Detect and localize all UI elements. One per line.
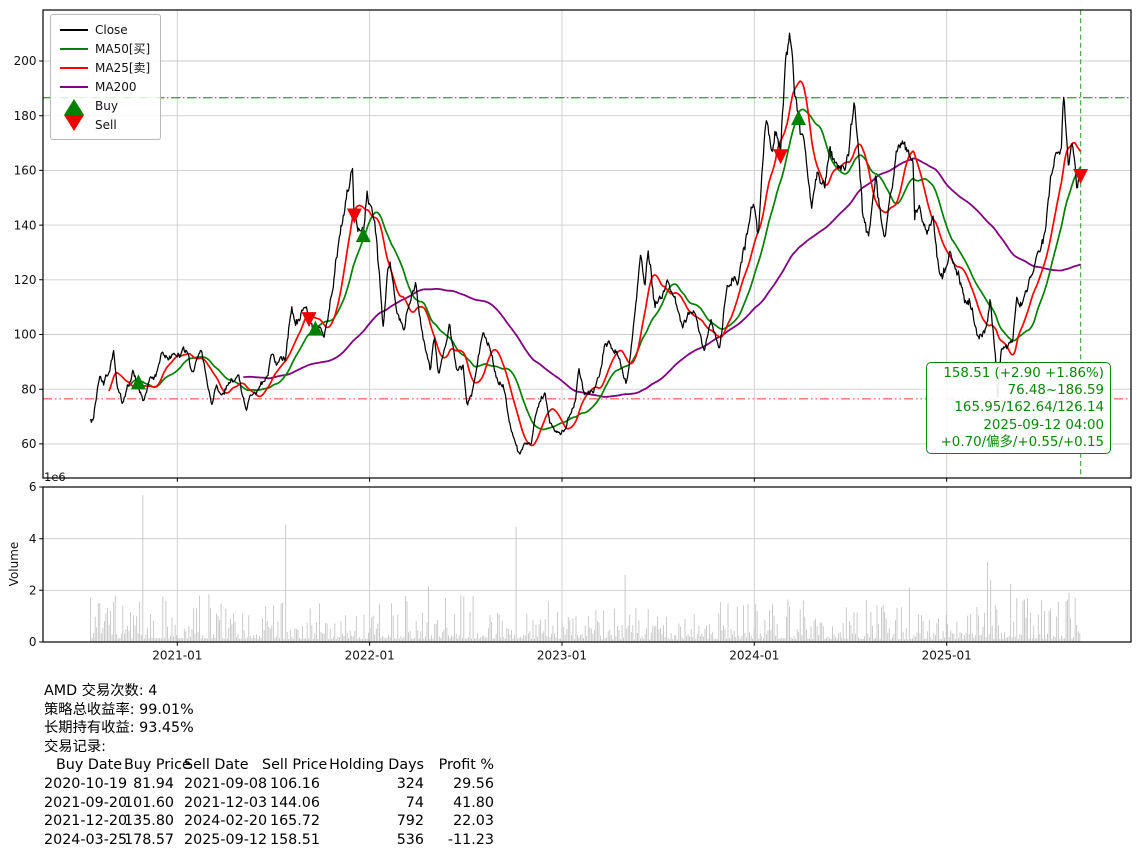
- strategy-stats-block: AMD 交易次数: 4 策略总收益率: 99.01% 长期持有收益: 93.45…: [44, 682, 494, 849]
- svg-text:200: 200: [14, 54, 37, 68]
- chart-legend: Close MA50[买] MA25[卖] MA200 Buy Sell: [50, 14, 162, 140]
- trade-row: 2020-10-19 81.94 2021-09-08 106.16 324 29.56: [44, 775, 494, 794]
- trade-cell: 2021-09-08: [184, 775, 268, 792]
- svg-text:160: 160: [14, 164, 37, 178]
- trade-cell: 22.03: [453, 813, 494, 830]
- svg-text:80: 80: [21, 382, 36, 396]
- quote-timestamp: 2025-09-12 04:00: [983, 417, 1104, 433]
- close-line-swatch: [59, 28, 89, 31]
- trade-cell: 165.72: [269, 813, 320, 830]
- svg-text:100: 100: [14, 328, 37, 342]
- svg-text:2022-01: 2022-01: [345, 649, 395, 663]
- trade-log-title: 交易记录:: [44, 738, 107, 755]
- trade-cell: 158.51: [269, 831, 320, 848]
- legend-item-sell: Sell: [59, 115, 150, 134]
- svg-text:180: 180: [14, 109, 37, 123]
- volume-scale-label: 1e6: [44, 470, 66, 484]
- trade-cell: 536: [396, 831, 424, 848]
- trade-cell: 2025-09-12: [184, 831, 268, 848]
- legend-label: MA200: [95, 79, 137, 94]
- trade-count-line: AMD 交易次数: 4: [44, 683, 158, 699]
- trade-cell: 74: [405, 794, 424, 811]
- trade-cell: 2021-12-20: [44, 813, 128, 830]
- trade-cell: 2024-03-25: [44, 831, 128, 848]
- trade-table-header: Buy Date Buy Price Sell Date Sell Price …: [56, 757, 494, 774]
- legend-item-ma50: MA50[买]: [59, 39, 150, 58]
- trade-cell: 178.57: [124, 831, 175, 848]
- legend-label: Buy: [95, 98, 118, 113]
- legend-label: Close: [95, 22, 128, 37]
- trade-cell: 2020-10-19: [44, 775, 128, 792]
- svg-text:120: 120: [14, 273, 37, 287]
- trade-cell: 2021-12-03: [184, 794, 268, 811]
- quote-signal-line: +0.70/偏多/+0.55/+0.15: [940, 434, 1104, 450]
- hold-return-line: 长期持有收益: 93.45%: [44, 720, 194, 737]
- quote-52w-range: 76.48~186.59: [1007, 383, 1104, 399]
- trade-cell: 29.56: [453, 775, 494, 792]
- legend-label: Sell: [95, 117, 117, 132]
- trade-row: 2021-09-20 101.60 2021-12-03 144.06 74 41.80: [44, 794, 494, 813]
- trade-row: 2024-03-25 178.57 2025-09-12 158.51 536 -11.2…: [44, 831, 494, 850]
- trade-cell: 324: [396, 775, 424, 792]
- svg-text:2021-01: 2021-01: [152, 649, 202, 663]
- legend-item-buy: Buy: [59, 96, 150, 115]
- svg-text:2024-01: 2024-01: [729, 649, 779, 663]
- legend-label: MA50[买]: [95, 42, 151, 56]
- svg-text:2: 2: [29, 584, 37, 598]
- trade-row: 2021-12-20 135.80 2024-02-20 165.72 792 22.03: [44, 812, 494, 831]
- svg-text:6: 6: [29, 480, 37, 494]
- svg-text:60: 60: [21, 437, 36, 451]
- strategy-return-line: 策略总收益率: 99.01%: [44, 701, 194, 718]
- legend-item-ma25: MA25[卖]: [59, 58, 150, 77]
- trade-cell: 2021-09-20: [44, 794, 128, 811]
- quote-price-change: 158.51 (+2.90 +1.86%): [943, 366, 1104, 381]
- trade-cell: 101.60: [124, 794, 175, 811]
- stock-chart-canvas: 60 80 100 120 140 160 180 200 0 2 4 6 2021-01 2022-01…: [14, 9, 1132, 663]
- legend-item-close: Close: [59, 20, 150, 39]
- ma25-line-swatch: [59, 66, 89, 69]
- volume-axis-label: Volume: [7, 541, 21, 587]
- ma50-line-swatch: [59, 47, 89, 50]
- trade-history-table: 2020-10-19 81.94 2021-09-08 106.16 324 29.56 2…: [44, 775, 494, 849]
- trade-cell: 792: [396, 813, 424, 830]
- sell-triangle-icon: [59, 115, 89, 131]
- trade-cell: 81.94: [133, 775, 174, 792]
- trade-cell: -11.23: [447, 831, 494, 848]
- last-quote-info-box: 158.51 (+2.90 +1.86%) 76.48~186.59 165.9…: [926, 362, 1111, 455]
- quote-ma-values: 165.95/162.64/126.14: [954, 400, 1104, 416]
- svg-text:140: 140: [14, 218, 37, 232]
- trade-cell: 135.80: [124, 813, 175, 830]
- trade-cell: 41.80: [453, 794, 494, 811]
- buy-triangle-icon: [59, 99, 89, 115]
- legend-item-ma200: MA200: [59, 77, 150, 96]
- ma200-line-swatch: [59, 85, 89, 88]
- legend-label: MA25[卖]: [95, 61, 151, 75]
- trade-cell: 144.06: [269, 794, 320, 811]
- svg-text:4: 4: [29, 532, 37, 546]
- svg-text:0: 0: [29, 635, 37, 649]
- trade-cell: 106.16: [269, 775, 320, 792]
- svg-text:2025-01: 2025-01: [922, 649, 972, 663]
- trade-cell: 2024-02-20: [184, 813, 268, 830]
- svg-text:2023-01: 2023-01: [537, 649, 587, 663]
